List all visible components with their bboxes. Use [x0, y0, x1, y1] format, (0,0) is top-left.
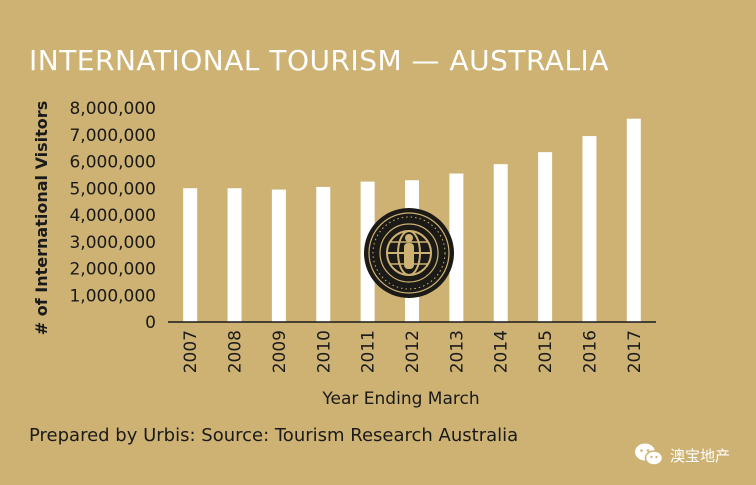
bar-2013: [449, 173, 464, 322]
x-tick-label: 2008: [226, 330, 246, 373]
y-tick-label: 8,000,000: [69, 99, 156, 119]
bar-2014: [493, 164, 508, 322]
x-tick-label: 2014: [492, 330, 512, 373]
x-tick-label: 2009: [270, 330, 290, 373]
bar-2008: [227, 188, 242, 322]
x-tick-label: 2016: [580, 330, 600, 373]
x-tick-label: 2015: [536, 330, 556, 373]
watermark: 澳宝地产: [634, 442, 730, 468]
bar-2010: [316, 186, 331, 322]
y-tick-label: 3,000,000: [69, 233, 156, 253]
bar-2009: [271, 189, 286, 322]
y-tick-label: 1,000,000: [69, 286, 156, 306]
y-tick-label: 0: [145, 313, 156, 333]
y-tick-label: 4,000,000: [69, 206, 156, 226]
bar-2017: [626, 118, 641, 322]
source-note: Prepared by Urbis: Source: Tourism Resea…: [29, 425, 519, 446]
x-axis-label: Year Ending March: [321, 389, 479, 409]
x-tick-label: 2013: [447, 330, 467, 373]
y-axis-ticks: 0 1,000,000 2,000,000 3,000,000 4,000,000 5,0…: [69, 99, 156, 333]
y-tick-label: 7,000,000: [69, 126, 156, 146]
y-tick-label: 5,000,000: [69, 179, 156, 199]
watermark-text: 澳宝地产: [669, 446, 730, 465]
bar-2007: [183, 188, 198, 322]
y-tick-label: 6,000,000: [69, 153, 156, 173]
x-tick-label: 2017: [625, 330, 645, 373]
bar-2015: [538, 152, 553, 322]
y-tick-label: 2,000,000: [69, 260, 156, 280]
x-tick-label: 2012: [403, 330, 423, 373]
x-tick-label: 2011: [359, 330, 379, 373]
x-tick-label: 2010: [314, 330, 334, 373]
x-tick-label: 2007: [181, 330, 201, 373]
chart-title: INTERNATIONAL TOURISM — AUSTRALIA: [29, 44, 609, 77]
y-axis-label: # of International Visitors: [32, 101, 51, 335]
x-axis-ticks: 2007 2008 2009 2010 2011 2012 2013 2014 2015 2016…: [181, 330, 645, 373]
globe-seal-icon: [364, 208, 454, 298]
wechat-icon: [634, 443, 664, 466]
bar-2016: [582, 136, 597, 322]
